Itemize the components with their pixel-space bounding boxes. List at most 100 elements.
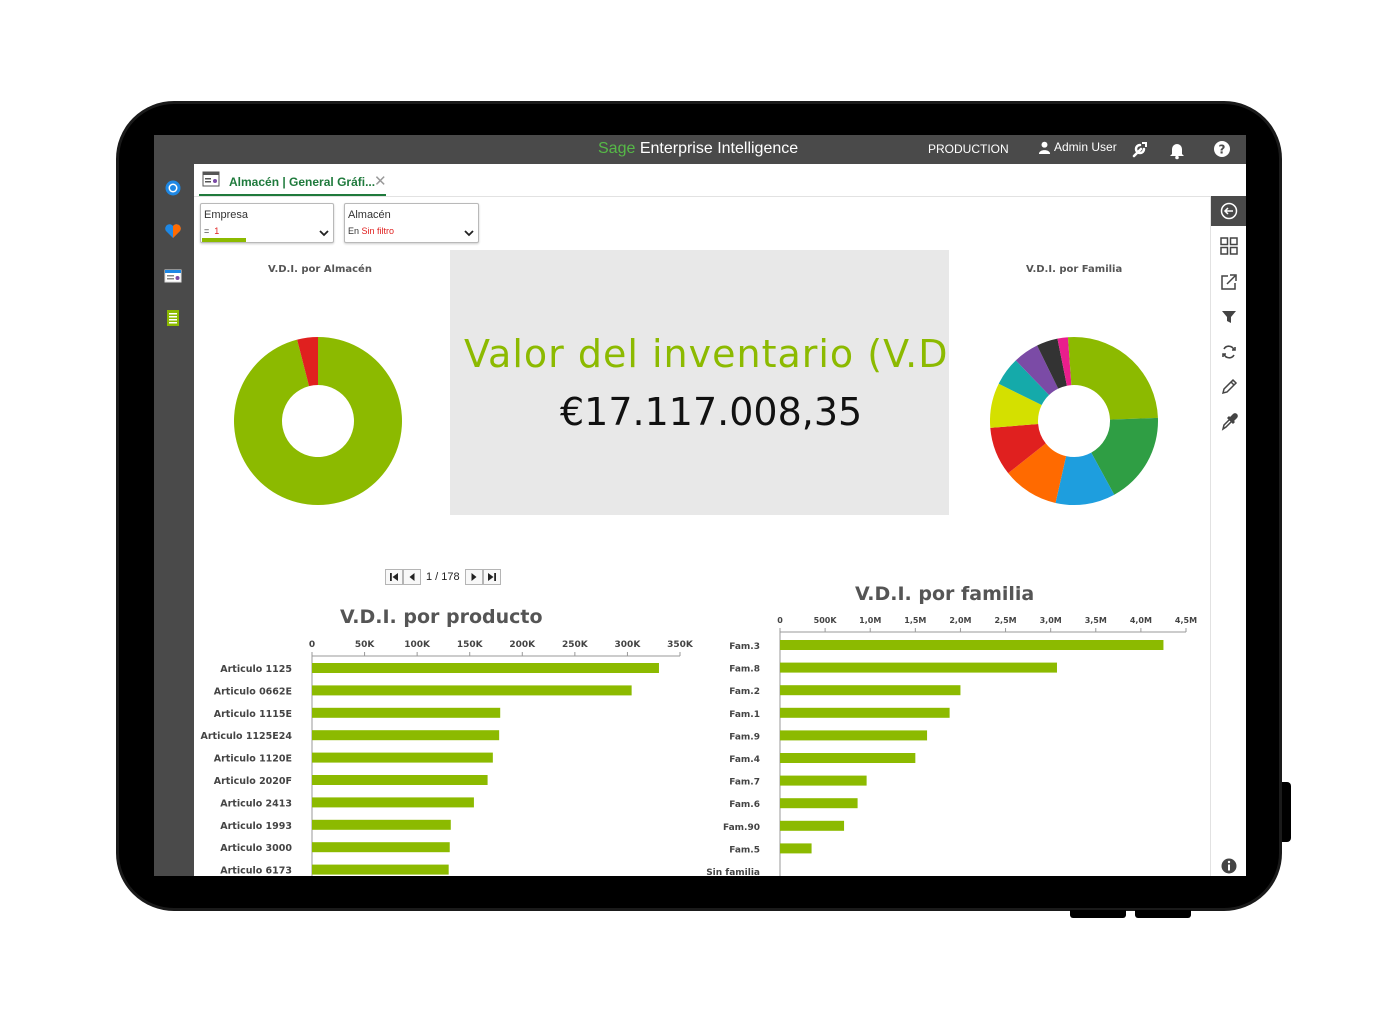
dashboard-card-icon[interactable]: [164, 267, 182, 285]
x-tick-label: 500K: [814, 616, 838, 625]
help-icon[interactable]: ?: [1212, 139, 1232, 159]
pie-slice[interactable]: [1015, 345, 1059, 396]
filter-icon[interactable]: [1219, 307, 1239, 327]
pie-slice[interactable]: [1055, 452, 1115, 505]
bar[interactable]: [780, 707, 950, 718]
environment-label[interactable]: PRODUCTION: [928, 142, 1009, 156]
bar[interactable]: [780, 662, 1057, 673]
x-tick-label: 350K: [667, 640, 694, 650]
x-tick-label: 100K: [404, 640, 431, 650]
filter-almacen-label: Almacén: [348, 209, 391, 221]
pie-slice[interactable]: [1074, 337, 1158, 420]
app-brand: Sage Enterprise Intelligence: [598, 140, 798, 158]
last-page-button[interactable]: [482, 569, 501, 585]
first-page-button[interactable]: [385, 569, 403, 585]
x-tick-label: 4,5M: [1175, 616, 1197, 625]
info-icon[interactable]: [1219, 856, 1239, 876]
category-label: Articulo 1125: [220, 664, 292, 675]
next-page-icon: [471, 573, 477, 581]
bar[interactable]: [312, 685, 632, 696]
category-label: Fam.2: [729, 687, 760, 697]
filter-empresa-label: Empresa: [204, 209, 249, 221]
app-screen: Sage Enterprise Intelligence PRODUCTION …: [154, 135, 1246, 876]
bar[interactable]: [780, 685, 961, 696]
tablet-bottom-button: [1070, 910, 1126, 918]
pencil-icon[interactable]: [1219, 377, 1239, 397]
category-label: Articulo 1115E: [214, 709, 292, 720]
last-page-icon: [487, 573, 496, 581]
refresh-icon[interactable]: [1219, 342, 1239, 362]
filter-selection-bar: [202, 238, 246, 242]
filter-almacen[interactable]: Almacén En Sin filtro: [344, 203, 479, 243]
brand-name: Enterprise Intelligence: [639, 140, 799, 157]
bar[interactable]: [780, 820, 845, 831]
pie-familia-title: V.D.I. por Familia: [1026, 264, 1123, 275]
share-icon[interactable]: [1219, 272, 1239, 292]
pie-slice[interactable]: [1057, 337, 1072, 386]
pie-slice[interactable]: [998, 360, 1050, 406]
chevron-down-icon: [319, 230, 329, 237]
x-tick-label: 150K: [457, 640, 484, 650]
filter-operator: =: [204, 226, 210, 236]
bar[interactable]: [780, 753, 916, 763]
kpi-value: €17.117.008,35: [560, 390, 863, 434]
eyedropper-icon[interactable]: [1219, 412, 1239, 432]
filter-empresa[interactable]: Empresa = 1: [200, 203, 334, 243]
x-tick-label: 0: [309, 640, 315, 650]
category-label: Fam.1: [729, 710, 760, 720]
heart-icon[interactable]: [164, 222, 182, 240]
bar-familia-title: V.D.I. por familia: [855, 583, 1035, 605]
pie-slice[interactable]: [990, 383, 1042, 428]
category-label: Articulo 6173: [220, 866, 292, 876]
category-label: Fam.7: [729, 778, 760, 788]
category-label: Articulo 2413: [220, 798, 292, 809]
bar[interactable]: [312, 864, 449, 875]
bar[interactable]: [780, 730, 928, 741]
pie-slice[interactable]: [1037, 338, 1067, 389]
pie-slice[interactable]: [234, 337, 402, 505]
bar[interactable]: [780, 798, 858, 809]
wrench-icon[interactable]: [1130, 139, 1150, 159]
bar[interactable]: [312, 730, 500, 741]
bar[interactable]: [312, 707, 501, 718]
bar[interactable]: [780, 775, 867, 786]
x-tick-label: 4,0M: [1130, 616, 1152, 625]
x-tick-label: 250K: [562, 640, 589, 650]
tab-close-button[interactable]: ✕: [374, 173, 387, 190]
x-tick-label: 2,5M: [994, 616, 1016, 625]
bar[interactable]: [780, 843, 812, 854]
kpi-panel: Valor del inventario (V.D.I.) €17.117.00…: [450, 250, 949, 515]
category-label: Articulo 2020F: [214, 776, 292, 787]
x-tick-label: 50K: [355, 640, 376, 650]
tab-almacen-general[interactable]: Almacén | General Gráfi... ✕: [199, 167, 387, 196]
bar[interactable]: [312, 842, 450, 853]
top-bar: Sage Enterprise Intelligence PRODUCTION …: [154, 135, 1246, 164]
bar[interactable]: [312, 663, 659, 673]
category-label: Articulo 0662E: [214, 686, 292, 697]
circle-target-icon[interactable]: [164, 179, 182, 197]
pie-slice[interactable]: [1008, 443, 1067, 503]
pie-slice[interactable]: [1091, 417, 1158, 495]
grid-icon[interactable]: [1219, 236, 1239, 256]
bar[interactable]: [780, 640, 1164, 650]
left-sidebar: [154, 164, 194, 876]
category-label: Fam.6: [729, 800, 760, 810]
prev-page-button[interactable]: [403, 569, 421, 585]
bar[interactable]: [312, 752, 493, 763]
pie-slice[interactable]: [990, 423, 1046, 474]
tab-label: Almacén | General Gráfi...: [229, 175, 376, 189]
sheet-icon[interactable]: [164, 309, 182, 327]
category-label: Sin familia: [706, 868, 760, 876]
bar[interactable]: [312, 775, 488, 785]
bell-icon[interactable]: [1167, 140, 1187, 160]
bar[interactable]: [312, 819, 451, 830]
user-menu[interactable]: Admin User: [1038, 140, 1117, 154]
pie-slice[interactable]: [1067, 337, 1074, 386]
category-label: Fam.8: [729, 665, 760, 675]
next-page-button[interactable]: [464, 569, 483, 585]
bar[interactable]: [312, 797, 474, 808]
pie-almacen-title: V.D.I. por Almacén: [268, 264, 372, 275]
category-label: Fam.9: [729, 732, 760, 742]
pie-slice[interactable]: [297, 337, 318, 387]
back-button[interactable]: [1211, 196, 1246, 226]
